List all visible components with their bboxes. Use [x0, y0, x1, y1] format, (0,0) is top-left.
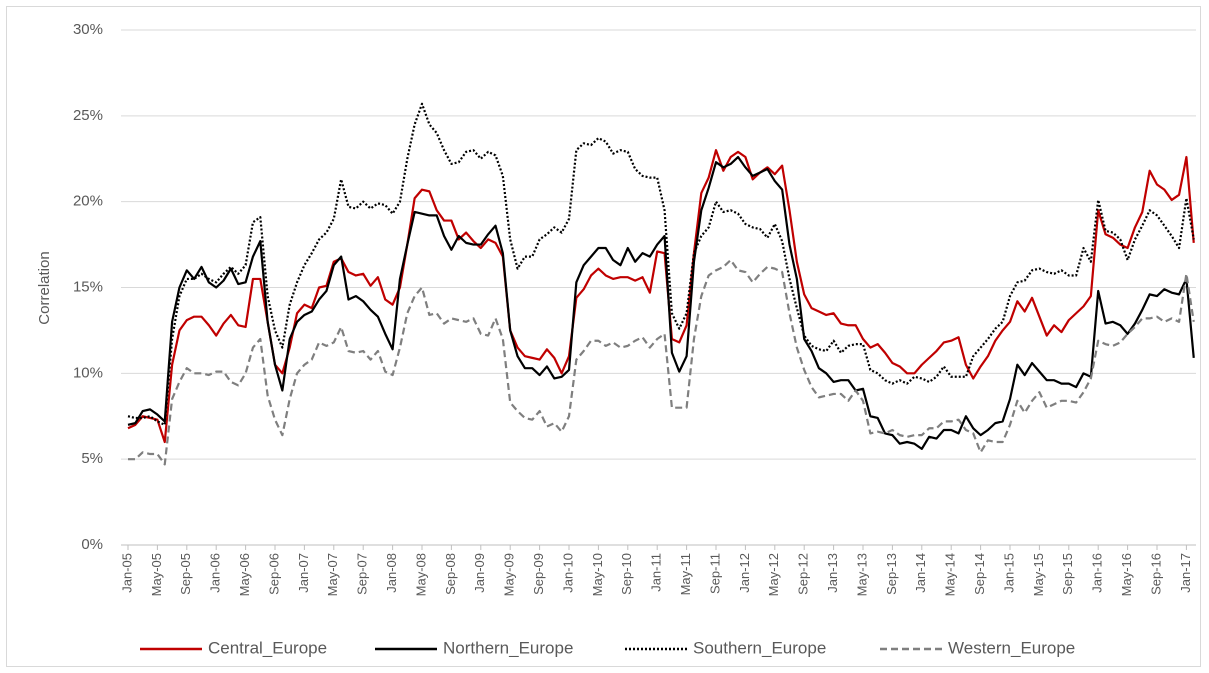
y-tick-label: 0% — [81, 536, 103, 553]
x-tick-label: May-11 — [678, 553, 693, 595]
x-tick-label: Sep-08 — [443, 553, 458, 595]
x-tick-label: Jan-17 — [1178, 553, 1193, 593]
x-tick-label: May-09 — [502, 553, 517, 596]
x-tick-label: Jan-15 — [1001, 553, 1016, 593]
y-axis-label: Correlation — [36, 251, 53, 324]
legend-label: Central_Europe — [208, 638, 327, 657]
series-line — [127, 155, 1195, 450]
legend-label: Western_Europe — [948, 638, 1075, 657]
y-tick-label: 30% — [73, 21, 103, 38]
x-tick-label: Jan-05 — [119, 553, 134, 593]
legend-item: Western_Europe — [880, 638, 1075, 657]
x-tick-label: May-14 — [943, 553, 958, 596]
y-tick-label: 5% — [81, 450, 103, 467]
x-tick-label: Sep-07 — [355, 553, 370, 595]
x-tick-label: Jan-12 — [737, 553, 752, 593]
x-tick-label: Sep-12 — [796, 553, 811, 595]
x-tick-label: Sep-15 — [1060, 553, 1075, 595]
legend-label: Southern_Europe — [693, 638, 826, 657]
x-tick-label: May-07 — [325, 553, 340, 596]
series-line — [127, 149, 1195, 444]
x-tick-label: May-16 — [1119, 553, 1134, 596]
x-tick-label: Jan-11 — [649, 553, 664, 592]
x-tick-label: Jan-06 — [208, 553, 223, 593]
x-tick-label: May-15 — [1031, 553, 1046, 596]
x-tick-label: May-05 — [149, 553, 164, 596]
x-tick-label: Jan-07 — [296, 553, 311, 593]
y-tick-label: 15% — [73, 278, 103, 295]
chart-frame — [6, 6, 1201, 667]
series-line — [127, 102, 1195, 426]
x-tick-label: Sep-11 — [707, 553, 722, 594]
legend-label: Northern_Europe — [443, 638, 573, 657]
series-line — [128, 258, 1195, 466]
x-tick-label: May-06 — [237, 553, 252, 596]
x-tick-label: Sep-05 — [178, 553, 193, 595]
x-tick-label: Jan-16 — [1090, 553, 1105, 593]
x-tick-label: Sep-10 — [619, 553, 634, 595]
legend-item: Southern_Europe — [625, 638, 826, 657]
x-tick-label: Jan-14 — [913, 553, 928, 593]
x-tick-label: Jan-13 — [825, 553, 840, 593]
x-tick-label: Sep-09 — [531, 553, 546, 595]
x-tick-label: Jan-08 — [384, 553, 399, 593]
x-tick-label: Sep-16 — [1148, 553, 1163, 595]
y-tick-label: 20% — [73, 193, 103, 210]
x-tick-label: May-13 — [854, 553, 869, 596]
x-tick-label: Sep-13 — [884, 553, 899, 595]
x-tick-label: May-12 — [766, 553, 781, 596]
y-tick-label: 10% — [73, 364, 103, 381]
x-tick-label: Sep-14 — [972, 553, 987, 595]
x-tick-label: May-08 — [413, 553, 428, 596]
x-tick-label: Jan-09 — [472, 553, 487, 593]
x-tick-label: Jan-10 — [560, 553, 575, 593]
legend-item: Central_Europe — [140, 638, 327, 657]
x-tick-label: May-10 — [590, 553, 605, 596]
y-tick-label: 25% — [73, 107, 103, 124]
x-tick-label: Sep-06 — [266, 553, 281, 595]
legend-item: Northern_Europe — [375, 638, 573, 657]
